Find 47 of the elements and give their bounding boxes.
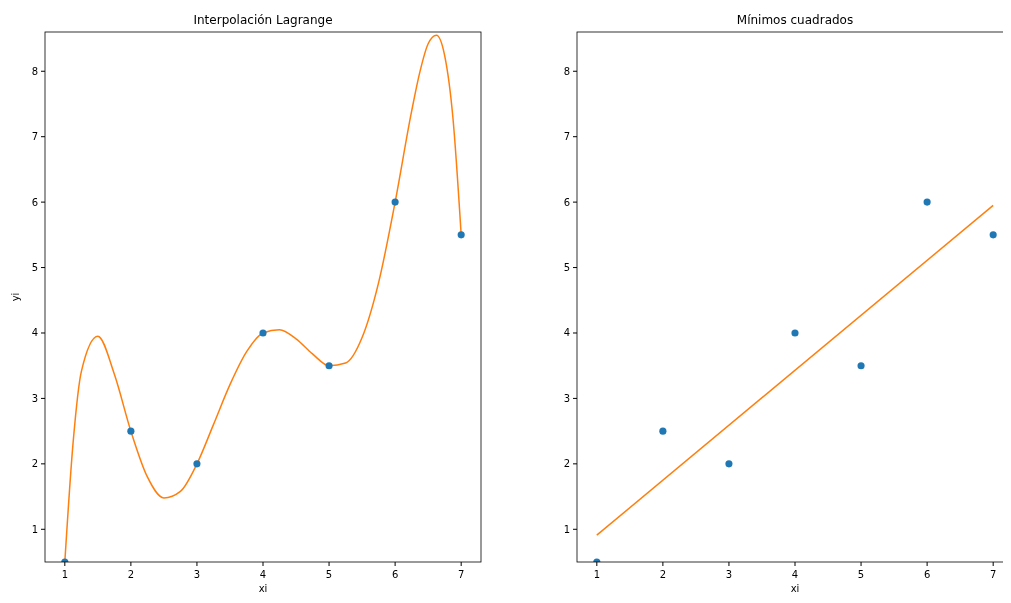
x-tick-label: 2 [659, 569, 667, 580]
x-tick-label: 2 [127, 569, 135, 580]
x-axis-title: xi [258, 583, 268, 594]
y-tick-label: 2 [31, 458, 38, 470]
chart-title: Mínimos cuadrados [736, 13, 854, 27]
y-tick-label: 3 [31, 392, 38, 404]
x-tick-label: 7 [989, 569, 997, 580]
x-tick-label: 1 [61, 569, 69, 580]
y-tick-label: 7 [563, 131, 570, 143]
chart-title: Interpolación Lagrange [193, 13, 333, 27]
x-tick-label: 6 [923, 569, 931, 580]
y-tick-label: 4 [31, 327, 38, 339]
x-tick-label: 4 [791, 569, 799, 580]
x-tick-label: 3 [193, 569, 201, 580]
point [193, 460, 201, 468]
y-tick-label: 5 [31, 262, 38, 274]
x-tick-label: 5 [325, 569, 333, 580]
y-tick-label: 6 [31, 196, 38, 208]
y-tick-label: 8 [563, 65, 570, 77]
point [325, 362, 333, 370]
point [391, 198, 399, 206]
y-tick-label: 5 [563, 262, 570, 274]
x-tick-label: 3 [725, 569, 733, 580]
point [457, 231, 465, 239]
x-tick-label: 7 [457, 569, 465, 580]
point [857, 362, 865, 370]
y-tick-label: 1 [563, 523, 570, 535]
point [989, 231, 997, 239]
x-tick-label: 1 [593, 569, 601, 580]
y-axis-title: yi [10, 292, 21, 302]
x-axis-title: xi [790, 583, 800, 594]
y-tick-label: 6 [563, 196, 570, 208]
y-tick-label: 3 [563, 392, 570, 404]
y-tick-label: 2 [563, 458, 570, 470]
y-tick-label: 7 [31, 131, 38, 143]
y-tick-label: 8 [31, 65, 38, 77]
x-tick-label: 4 [259, 569, 267, 580]
x-tick-label: 5 [857, 569, 865, 580]
point [791, 329, 799, 337]
point [127, 427, 135, 435]
x-tick-label: 6 [391, 569, 399, 580]
point [923, 198, 931, 206]
y-tick-label: 1 [31, 523, 38, 535]
point [659, 427, 667, 435]
point [259, 329, 267, 337]
point [725, 460, 733, 468]
y-tick-label: 4 [563, 327, 570, 339]
